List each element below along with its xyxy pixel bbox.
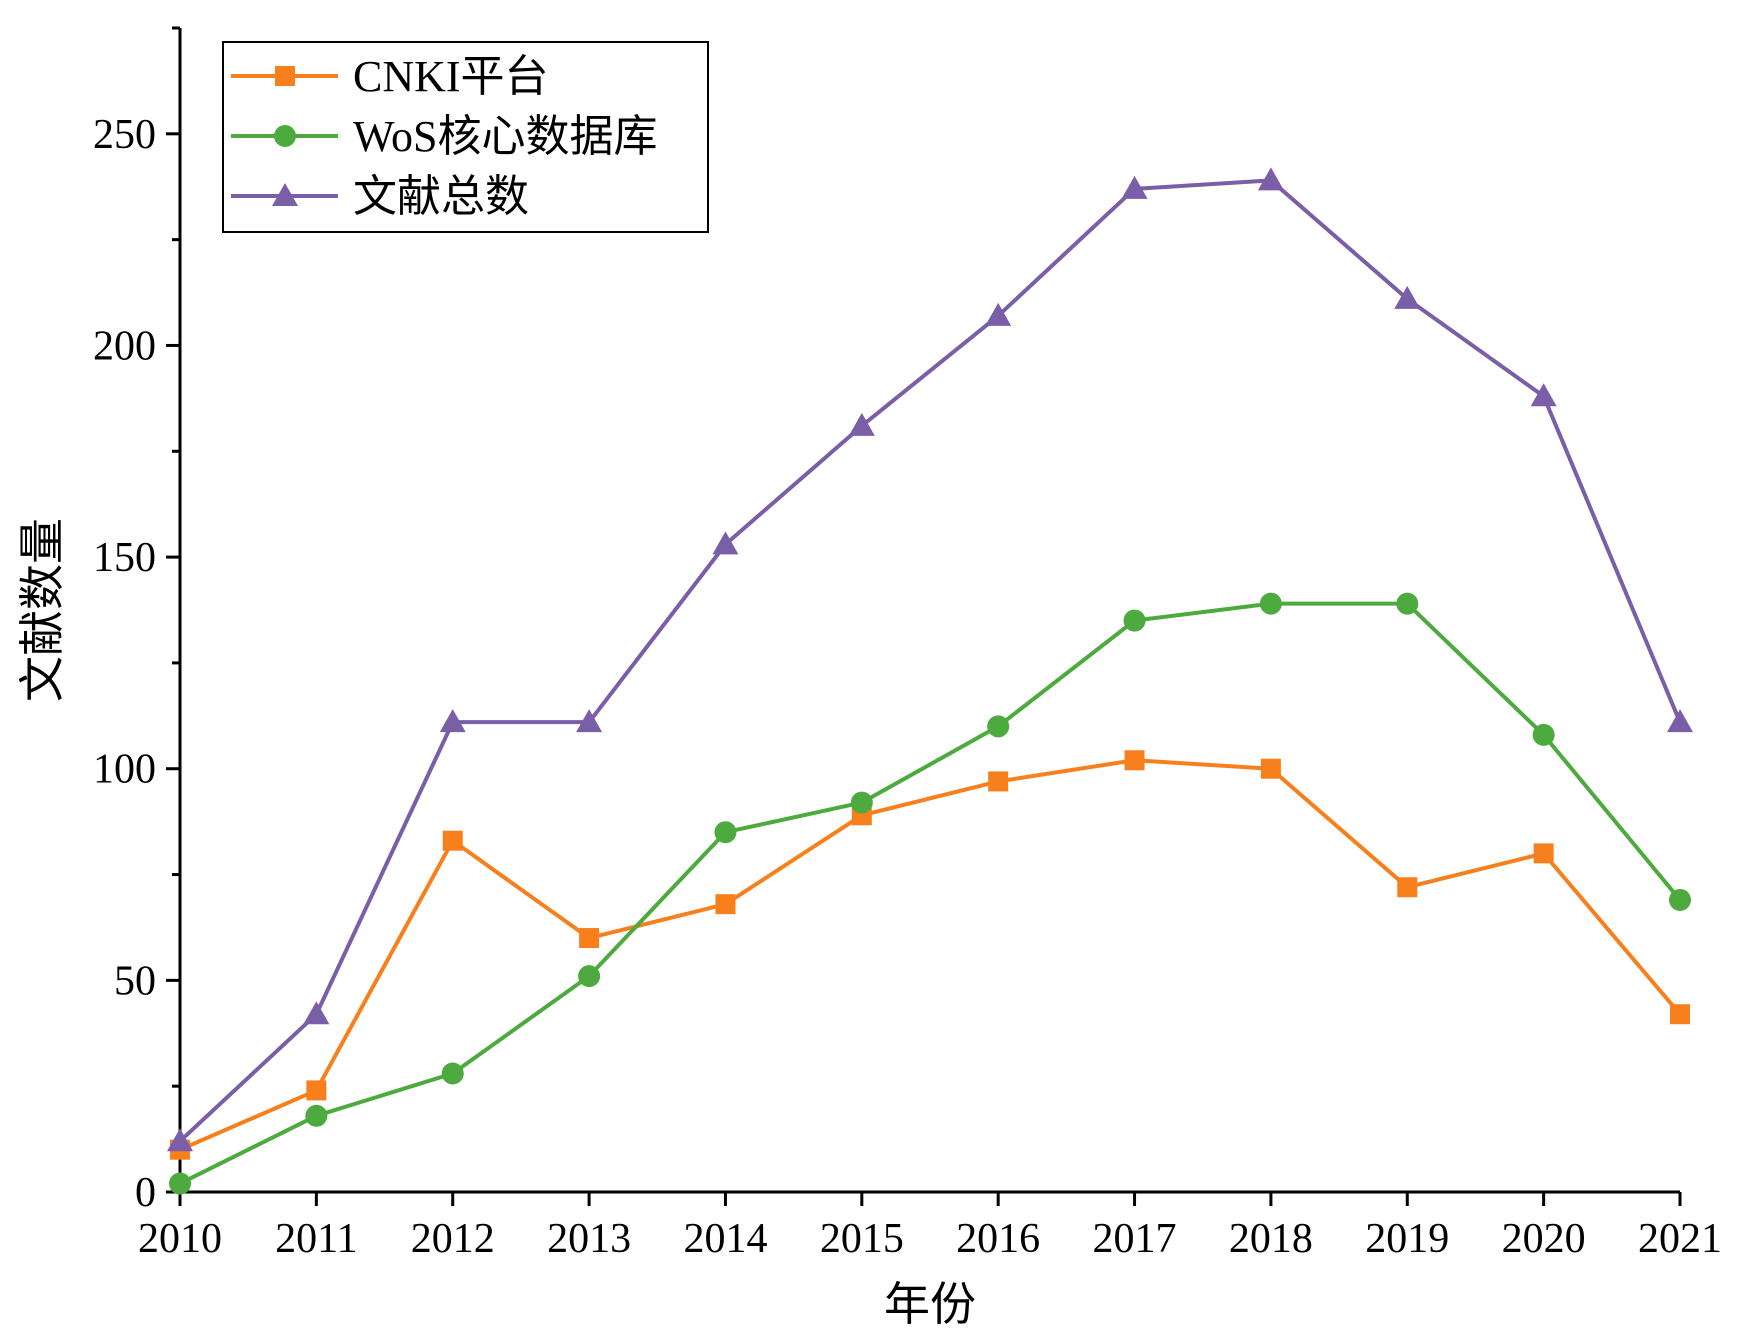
data-point xyxy=(1532,723,1555,746)
series-line xyxy=(179,601,1682,1186)
x-tick-label: 2010 xyxy=(138,1216,222,1262)
legend-marker xyxy=(275,66,295,86)
x-tick-label: 2014 xyxy=(683,1216,767,1262)
data-point xyxy=(579,928,600,949)
data-point xyxy=(1257,167,1284,191)
data-point xyxy=(1397,877,1418,898)
data-point xyxy=(1124,750,1145,771)
data-point xyxy=(439,709,466,733)
x-tick-label: 2019 xyxy=(1365,1216,1449,1262)
y-tick-label: 0 xyxy=(135,1170,156,1216)
data-point xyxy=(1530,383,1557,407)
series-line xyxy=(178,178,1682,1143)
x-tick-label: 2016 xyxy=(956,1216,1040,1262)
data-point xyxy=(1394,285,1421,309)
x-tick-label: 2015 xyxy=(820,1216,904,1262)
legend-item-total: 文献总数 xyxy=(231,172,529,221)
x-tick-label: 2021 xyxy=(1638,1216,1722,1262)
data-point xyxy=(985,302,1012,326)
x-tick-label: 2017 xyxy=(1093,1216,1177,1262)
data-point xyxy=(1669,888,1691,911)
data-point xyxy=(1396,592,1419,615)
y-tick-label: 150 xyxy=(93,535,156,581)
data-point xyxy=(988,771,1009,792)
data-point xyxy=(715,894,736,915)
x-tick-label: 2020 xyxy=(1502,1216,1586,1262)
axes-layer: 0 50 100 150 200 250 2010 2011 2012 2013 2014 2015 2… xyxy=(93,26,1722,1262)
x-tick-label: 2018 xyxy=(1229,1216,1313,1262)
series-1 xyxy=(169,592,1691,1195)
legend-label-total: 文献总数 xyxy=(353,172,529,221)
legend: CNKI平台 WoS核心数据库 文献总数 xyxy=(222,41,709,233)
series-2 xyxy=(167,167,1693,1152)
data-point xyxy=(305,1104,328,1127)
legend-marker xyxy=(274,125,296,147)
data-point xyxy=(441,1062,464,1085)
data-point xyxy=(1533,843,1554,864)
data-point xyxy=(1123,609,1146,632)
data-point xyxy=(714,821,737,844)
legend-marker-wos xyxy=(274,125,296,147)
data-point xyxy=(169,1172,191,1195)
data-point xyxy=(1259,592,1282,615)
series-line xyxy=(179,758,1682,1152)
y-tick-label: 200 xyxy=(93,323,156,369)
data-point xyxy=(848,412,875,436)
x-tick-label: 2012 xyxy=(411,1216,495,1262)
series-layer xyxy=(167,167,1693,1195)
series-0 xyxy=(170,750,1690,1160)
legend-marker-cnki xyxy=(275,66,295,86)
data-point xyxy=(576,709,603,733)
data-point xyxy=(1121,175,1148,199)
data-point xyxy=(1670,1004,1690,1025)
data-point xyxy=(1260,758,1281,779)
legend-marker xyxy=(272,183,298,206)
data-point xyxy=(578,965,601,988)
y-tick-label: 100 xyxy=(93,747,156,793)
data-point xyxy=(987,715,1010,738)
y-axis-title: 文献数量 xyxy=(17,518,68,702)
x-tick-label: 2011 xyxy=(275,1216,357,1262)
y-tick-label: 50 xyxy=(114,958,156,1004)
data-point xyxy=(442,830,463,851)
data-point xyxy=(303,1001,330,1025)
data-point xyxy=(306,1080,327,1101)
data-point xyxy=(712,531,739,555)
legend-label-cnki: CNKI平台 xyxy=(353,52,549,101)
data-point xyxy=(167,1128,193,1152)
legend-item-wos: WoS核心数据库 xyxy=(231,112,657,161)
data-point xyxy=(850,791,873,814)
x-axis-title: 年份 xyxy=(884,1279,976,1330)
legend-marker-total xyxy=(272,183,298,206)
y-tick-label: 250 xyxy=(93,112,156,158)
legend-label-wos: WoS核心数据库 xyxy=(353,112,657,161)
legend-item-cnki: CNKI平台 xyxy=(231,52,549,101)
data-point xyxy=(1667,709,1693,733)
x-tick-label: 2013 xyxy=(547,1216,631,1262)
